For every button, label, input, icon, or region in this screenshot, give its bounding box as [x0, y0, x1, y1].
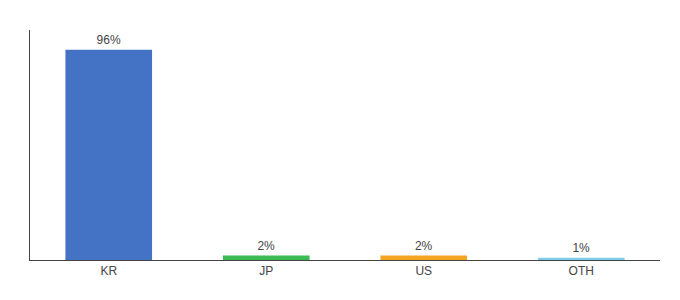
svg-text:96%: 96% — [97, 33, 121, 47]
svg-text:JP: JP — [259, 264, 273, 278]
svg-text:2%: 2% — [415, 239, 433, 253]
svg-text:US: US — [415, 264, 432, 278]
svg-text:KR: KR — [100, 264, 117, 278]
svg-text:1%: 1% — [572, 241, 590, 255]
svg-text:OTH: OTH — [569, 264, 594, 278]
svg-text:2%: 2% — [257, 239, 275, 253]
